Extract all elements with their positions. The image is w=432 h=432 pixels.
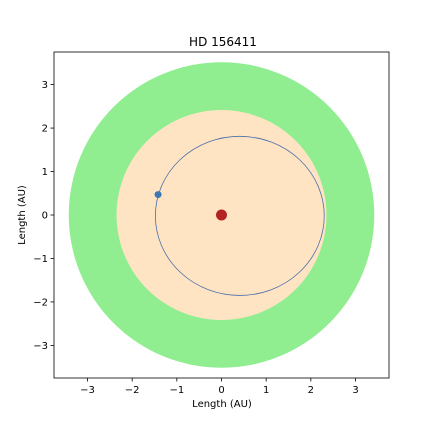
x-tick-label: −1 — [169, 385, 184, 396]
y-tick-label: −1 — [33, 254, 48, 265]
y-tick-label: −3 — [33, 341, 48, 352]
planet-orbit — [154, 135, 325, 296]
plot-area — [68, 62, 375, 368]
chart-title: HD 156411 — [189, 35, 257, 49]
x-tick-label: 1 — [263, 385, 269, 396]
y-tick-label: 1 — [42, 167, 48, 178]
x-tick-label: 3 — [352, 385, 358, 396]
star-marker — [216, 209, 227, 221]
x-axis-label: Length (AU) — [192, 399, 252, 410]
planet-marker — [154, 191, 162, 199]
y-axis-label: Length (AU) — [17, 185, 28, 245]
y-tick-label: 2 — [42, 124, 48, 135]
y-tick-label: 3 — [42, 80, 48, 91]
x-axis-ticks: −3 −2 −1 0 1 2 3 — [80, 378, 359, 396]
x-tick-label: −2 — [125, 385, 140, 396]
x-tick-label: −3 — [80, 385, 95, 396]
y-tick-label: 0 — [42, 211, 48, 222]
y-axis-ticks: −3 −2 −1 0 1 2 3 — [33, 80, 54, 352]
y-tick-label: −2 — [33, 297, 48, 308]
x-tick-label: 0 — [218, 385, 224, 396]
x-tick-label: 2 — [308, 385, 314, 396]
